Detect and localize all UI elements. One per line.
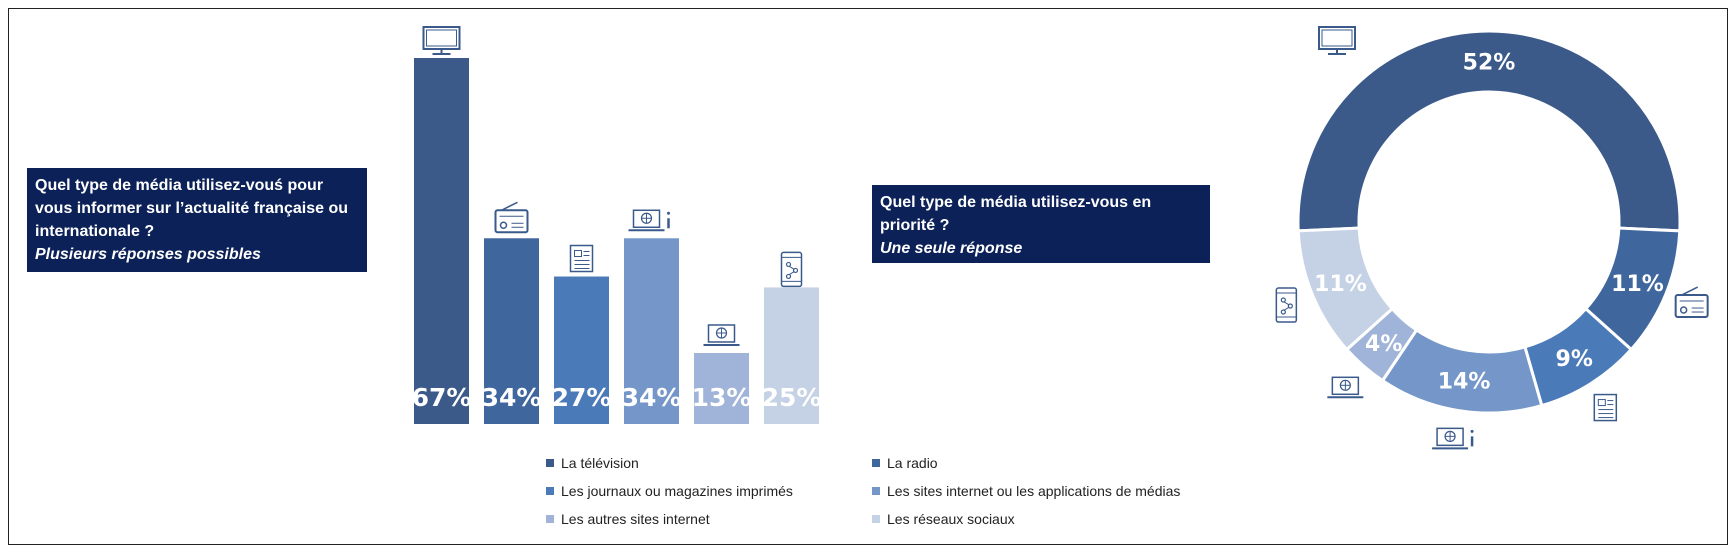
tv-icon [422, 26, 461, 55]
chart-frame [8, 8, 1728, 545]
donut-slice-6 [1296, 226, 1395, 352]
legend-item: Les autres sites internet [546, 511, 710, 527]
question-2-subtitle: Une seule réponse [880, 240, 1023, 257]
laptop-globe-icon [703, 324, 740, 346]
slice-value-label: 14% [1438, 370, 1491, 395]
legend-label: La télévision [561, 455, 639, 471]
laptop-info-icon [1432, 427, 1474, 450]
legend-label: Les réseaux sociaux [887, 511, 1015, 527]
legend-swatch [872, 515, 880, 523]
legend-item: La radio [872, 455, 938, 471]
question-1-subtitle: Plusieurs réponses possibles [35, 246, 261, 263]
radio-icon [494, 201, 529, 234]
legend-swatch [872, 487, 880, 495]
legend-label: Les journaux ou magazines imprimés [561, 483, 793, 499]
legend-label: Les sites internet ou les applications d… [887, 483, 1181, 499]
bar-4 [624, 238, 679, 424]
bar-value-label: 27% [552, 383, 612, 412]
newspaper-icon [1593, 393, 1618, 422]
bar-6 [764, 287, 819, 424]
slice-value-label: 4% [1365, 332, 1402, 357]
phone-share-icon [1275, 287, 1298, 323]
newspaper-icon [569, 244, 594, 273]
bar-value-label: 34% [482, 383, 542, 412]
bar-value-label: 67% [412, 383, 472, 412]
slice-value-label: 11% [1314, 272, 1367, 297]
legend-label: Les autres sites internet [561, 511, 710, 527]
donut-slice-1 [1296, 29, 1682, 233]
legend-swatch [872, 459, 880, 467]
question-2-text: Quel type de média utilisez-vous en prio… [880, 194, 1152, 234]
phone-share-icon [780, 251, 803, 288]
question-1-box: Quel type de média utilisez-vouś pour v… [27, 168, 367, 272]
question-2-box: Quel type de média utilisez-vous en prio… [872, 185, 1210, 263]
tv-icon [1318, 26, 1356, 55]
slice-value-label: 11% [1611, 272, 1664, 297]
legend-swatch [546, 459, 554, 467]
bar-5 [694, 352, 749, 424]
question-1-text: Quel type de média utilisez-vouś pour v… [35, 177, 348, 240]
laptop-info-icon [628, 209, 670, 232]
legend-label: La radio [887, 455, 938, 471]
bar-value-label: 13% [692, 383, 752, 412]
legend-item: Les journaux ou magazines imprimés [546, 483, 793, 499]
slice-value-label: 52% [1463, 51, 1516, 76]
bar-value-label: 34% [622, 383, 682, 412]
radio-icon [1674, 286, 1709, 319]
laptop-globe-icon [1327, 376, 1364, 399]
legend-item: La télévision [546, 455, 639, 471]
bar-3 [554, 276, 609, 424]
legend-item: Les réseaux sociaux [872, 511, 1015, 527]
legend-swatch [546, 487, 554, 495]
bar-2 [484, 238, 539, 424]
bar-value-label: 25% [762, 383, 822, 412]
slice-value-label: 9% [1556, 347, 1593, 372]
legend-swatch [546, 515, 554, 523]
legend-item: Les sites internet ou les applications d… [872, 483, 1180, 499]
bar-1 [414, 58, 469, 424]
